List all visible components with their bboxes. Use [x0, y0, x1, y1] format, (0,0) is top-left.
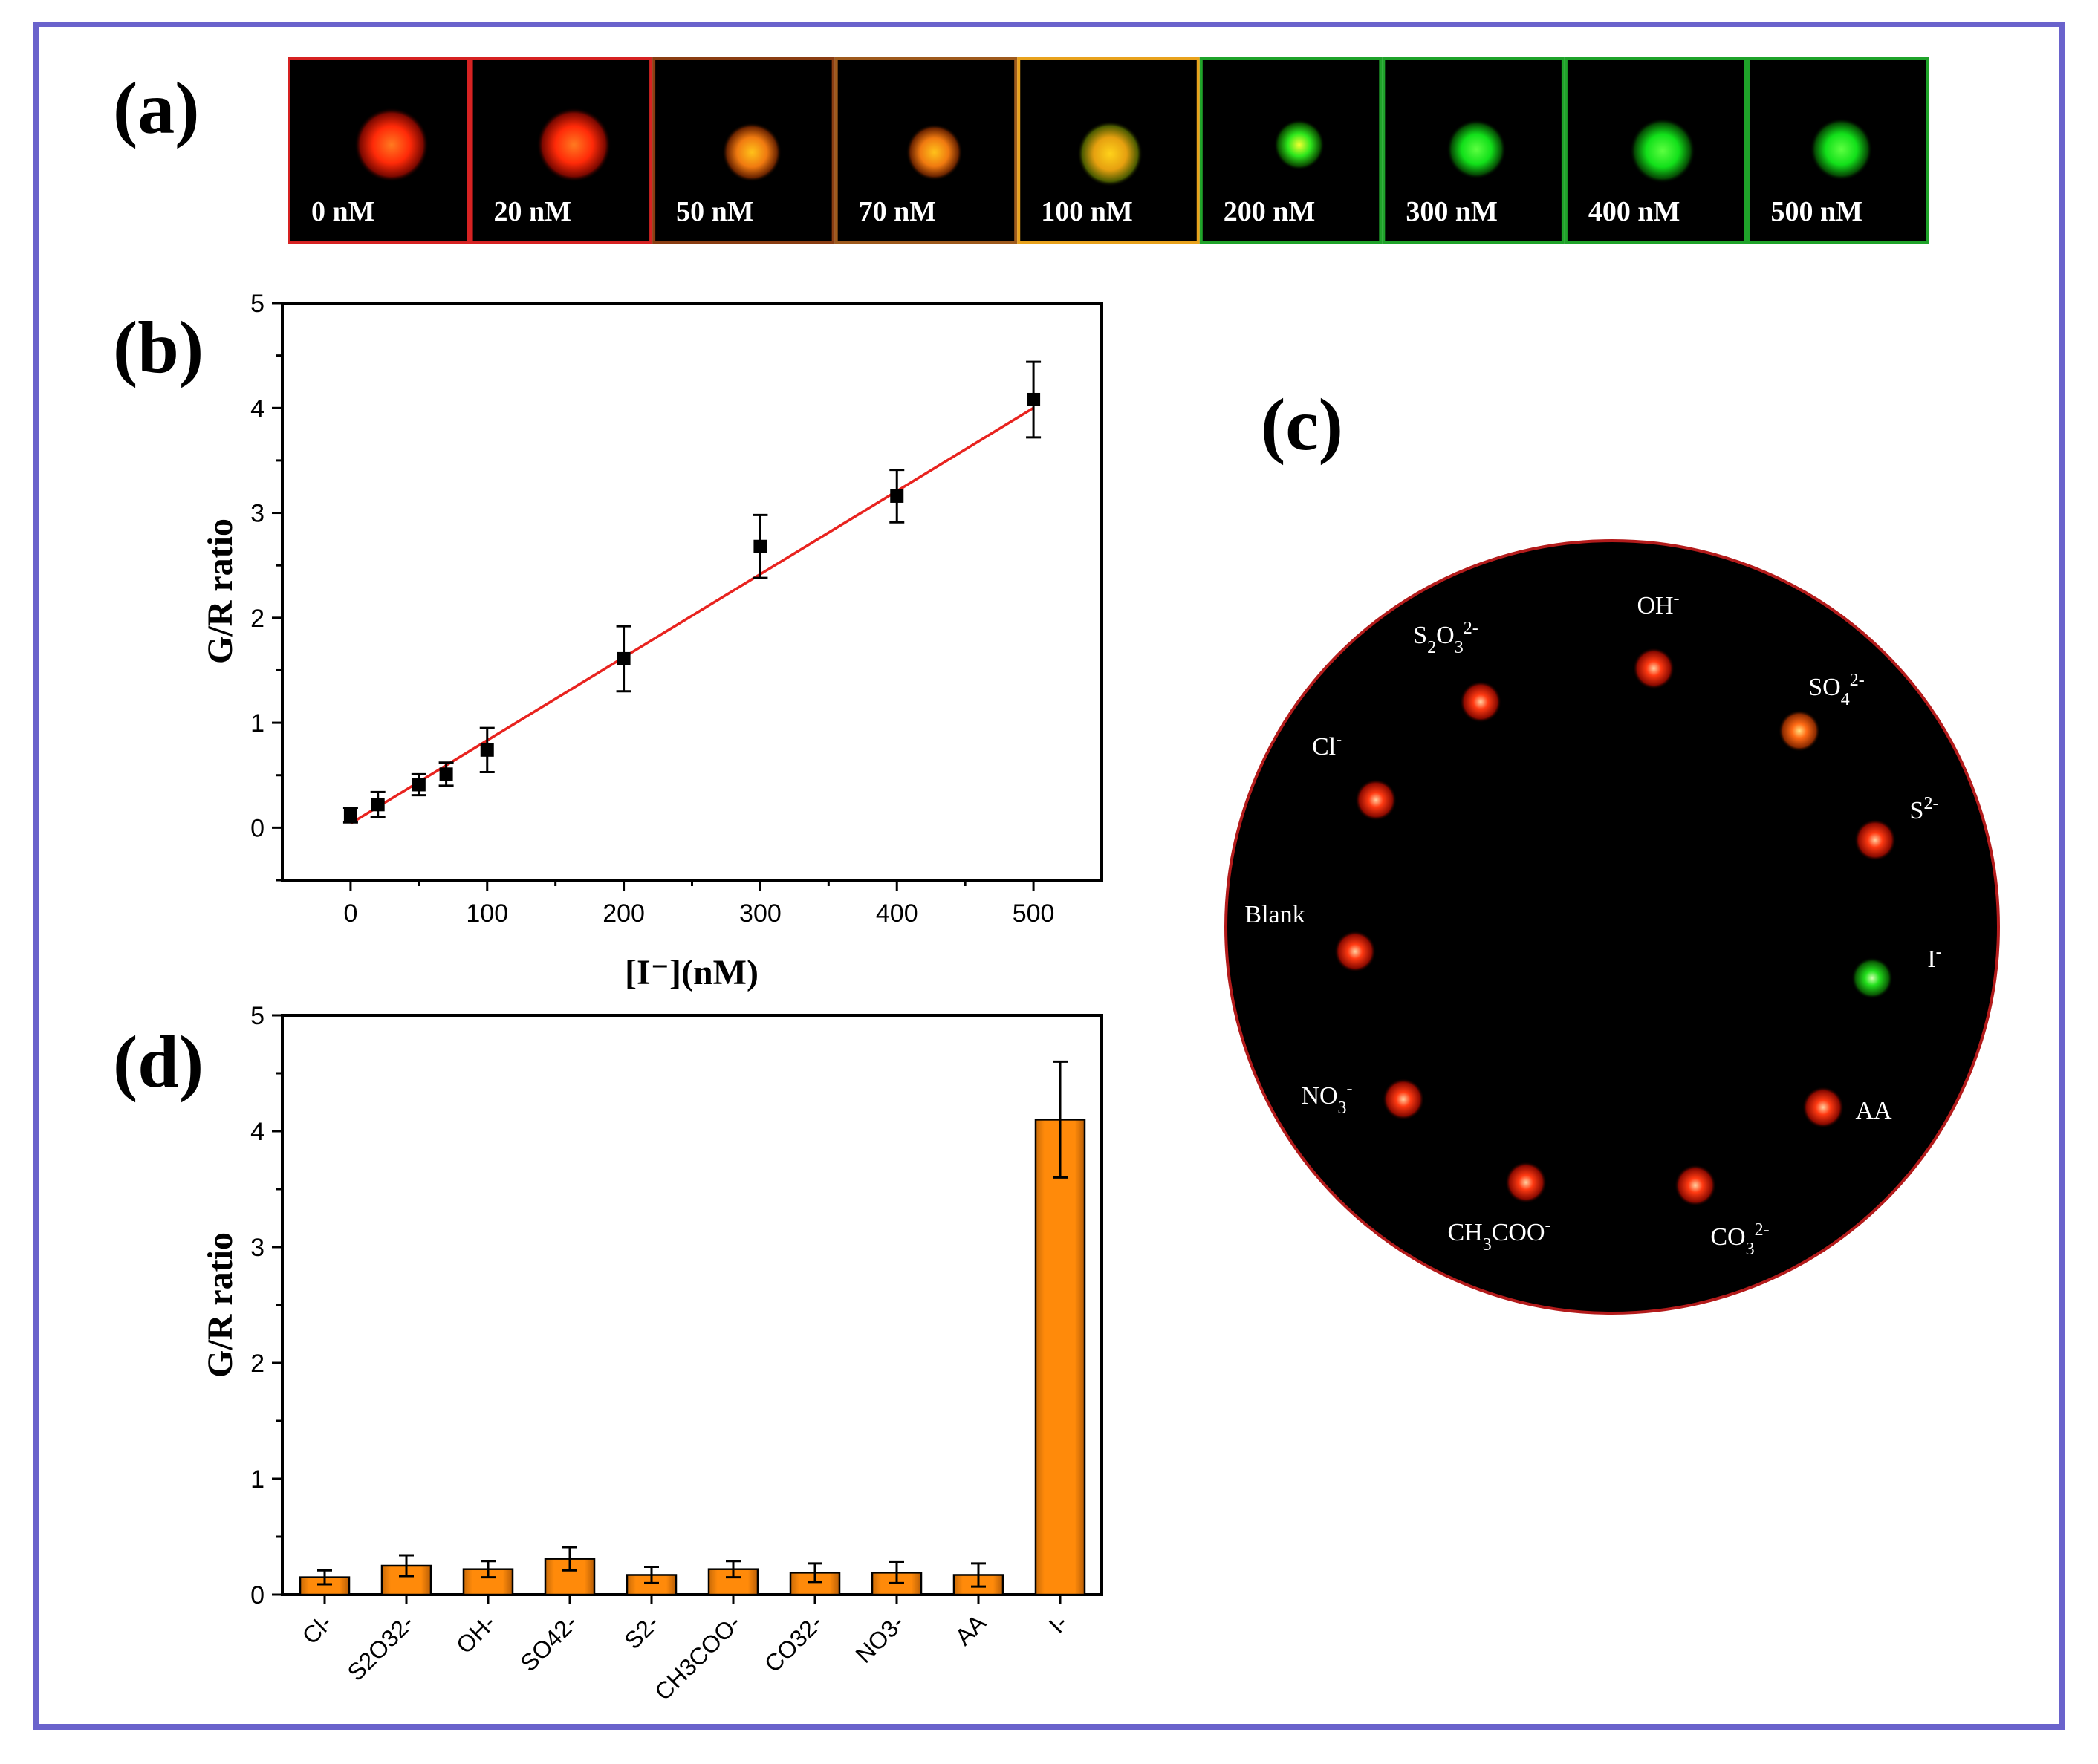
- strip-spot-2: [722, 123, 782, 182]
- dish-label-oh: OH-: [1637, 589, 1679, 619]
- panel-label-b: (b): [113, 306, 204, 388]
- chart-b-point: [412, 778, 426, 792]
- chart-b-ytick-label: 4: [250, 394, 264, 423]
- dish-spot-S2O32-: [1460, 681, 1501, 723]
- strip-label-6: 300 nM: [1406, 196, 1498, 227]
- chart-b-ytick-label: 1: [250, 709, 264, 738]
- chart-d-ytick-label: 2: [250, 1350, 264, 1378]
- strip-label-5: 200 nM: [1224, 196, 1316, 227]
- dish-label-blank: Blank: [1244, 901, 1305, 928]
- chart-d-xtick-label: Cl-: [297, 1609, 337, 1649]
- strip-label-1: 20 nM: [494, 196, 572, 227]
- chart-b-calibration: 0 100 200 300 400 500 0 1 2 3 4 5 G/R ratio [I⁻](nM…: [201, 290, 1103, 992]
- chart-b-point: [617, 651, 631, 665]
- chart-d-xtick-label: I-: [1044, 1609, 1073, 1638]
- chart-d-xtick-label: CO32-: [759, 1609, 828, 1677]
- chart-b-point: [890, 489, 904, 503]
- strip-spot-7: [1629, 118, 1695, 183]
- strip-label-7: 400 nM: [1588, 196, 1680, 227]
- dish-spot-Cl-: [1355, 779, 1397, 821]
- chart-b-point: [371, 798, 385, 812]
- fluorescence-strip: 0 nM 20 nM 50 nM 70 nM 100 nM 200 nM 300 nM 400…: [288, 57, 1929, 244]
- chart-b-point: [753, 539, 767, 553]
- strip-label-0: 0 nM: [311, 196, 375, 227]
- chart-b-point: [1027, 392, 1041, 406]
- strip-spot-4: [1077, 121, 1143, 186]
- chart-b-ylabel: G/R ratio: [201, 518, 240, 664]
- chart-b-point: [343, 808, 357, 822]
- dish-disc: [1224, 539, 2000, 1315]
- strip-spot-8: [1810, 118, 1873, 180]
- dish-spot-AA: [1802, 1087, 1844, 1128]
- strip-spot-5: [1273, 120, 1325, 170]
- chart-d-ylabel: G/R ratio: [201, 1232, 240, 1378]
- strip-label-4: 100 nM: [1041, 196, 1133, 227]
- petri-dish: OH- S2O32- SO42- Cl- S2- Blank I- NO3- A…: [1224, 539, 2000, 1315]
- chart-b-fit-line: [350, 406, 1034, 825]
- chart-d-xtick-label: OH-: [451, 1609, 501, 1659]
- chart-b-point: [480, 743, 494, 757]
- dish-spot-CO32-: [1675, 1165, 1716, 1206]
- chart-b-xtick-label: 100: [466, 899, 508, 928]
- chart-d-axes-box: [281, 1014, 1103, 1596]
- chart-d-ytick-label: 0: [250, 1581, 264, 1610]
- dish-spot-I-: [1851, 957, 1893, 999]
- figure-border: [33, 22, 2065, 1730]
- chart-b-ytick-label: 5: [250, 290, 264, 318]
- chart-b-xtick-label: 400: [876, 899, 918, 928]
- chart-d-selectivity: 0 1 2 3 4 5 Cl- S2O32- OH- SO42- S2-CH3COO- CO32- NO…: [201, 1002, 1103, 1705]
- strip-spot-6: [1446, 120, 1507, 179]
- chart-b-ytick-label: 0: [250, 814, 264, 842]
- chart-b-axes-box: [281, 302, 1103, 882]
- chart-d-xtick-label: SO42-: [515, 1609, 582, 1676]
- strip-label-2: 50 nM: [676, 196, 754, 227]
- chart-b-point: [439, 767, 453, 781]
- strip-label-8: 500 nM: [1770, 196, 1862, 227]
- chart-b-xlabel: [I⁻](nM): [625, 953, 759, 992]
- chart-d-xtick-label: S2O32-: [342, 1609, 419, 1685]
- panel-label-c: (c): [1261, 383, 1343, 466]
- dish-spot-S2-: [1854, 819, 1896, 861]
- chart-d-xtick-label: CH3COO-: [649, 1609, 746, 1705]
- chart-d-xtick-label: NO3-: [850, 1609, 909, 1668]
- chart-d-xtick-label: AA: [949, 1609, 991, 1650]
- chart-d-ytick-label: 5: [250, 1002, 264, 1030]
- chart-b-xtick-label: 300: [739, 899, 782, 928]
- strip-label-3: 70 nM: [859, 196, 937, 227]
- chart-b-xtick-label: 200: [603, 899, 645, 928]
- chart-b-ytick-label: 3: [250, 500, 264, 528]
- chart-d-ytick-label: 1: [250, 1465, 264, 1494]
- chart-b-xtick-label: 500: [1013, 899, 1055, 928]
- dish-spot-Blank: [1334, 931, 1376, 972]
- chart-d-ytick-label: 3: [250, 1234, 264, 1262]
- chart-d-xtick-label: S2-: [619, 1609, 664, 1654]
- strip-spot-0: [354, 108, 429, 182]
- dish-spot-CH3COO-: [1505, 1162, 1547, 1203]
- chart-b-xtick-label: 0: [343, 899, 357, 928]
- panel-label-a: (a): [113, 67, 200, 149]
- panel-label-d: (d): [113, 1021, 204, 1103]
- dish-spot-NO3-: [1383, 1078, 1424, 1120]
- dish-spot-OH-: [1633, 648, 1675, 689]
- chart-d-ytick-label: 4: [250, 1118, 264, 1146]
- strip-spot-3: [906, 124, 963, 180]
- strip-spot-1: [536, 108, 611, 182]
- chart-d-bar: [1034, 1119, 1086, 1596]
- dish-label-aa: AA: [1855, 1097, 1892, 1125]
- chart-b-ytick-label: 2: [250, 605, 264, 633]
- dish-spot-SO42-: [1779, 710, 1820, 752]
